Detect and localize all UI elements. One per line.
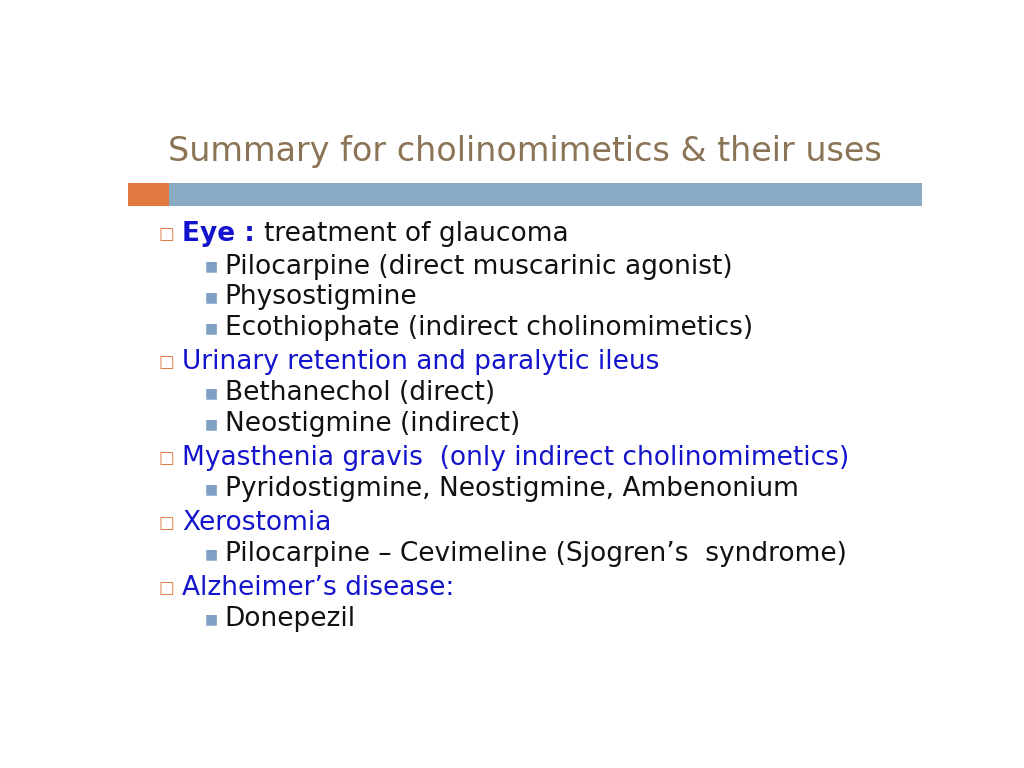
- Text: Physostigmine: Physostigmine: [225, 284, 418, 310]
- Text: Eye :: Eye :: [182, 221, 264, 247]
- Text: Bethanechol (direct): Bethanechol (direct): [225, 380, 495, 406]
- Text: ■: ■: [205, 547, 218, 561]
- Text: □: □: [159, 579, 174, 598]
- Text: Urinary retention and paralytic ileus: Urinary retention and paralytic ileus: [182, 349, 659, 376]
- Text: ■: ■: [205, 290, 218, 304]
- Text: Neostigmine (indirect): Neostigmine (indirect): [225, 411, 520, 437]
- Text: ■: ■: [205, 417, 218, 431]
- Text: treatment of glaucoma: treatment of glaucoma: [264, 221, 568, 247]
- Text: Donepezil: Donepezil: [225, 606, 356, 632]
- Text: Summary for cholinomimetics & their uses: Summary for cholinomimetics & their uses: [168, 135, 882, 167]
- Text: Pilocarpine (direct muscarinic agonist): Pilocarpine (direct muscarinic agonist): [225, 253, 732, 280]
- Text: Ecothiophate (indirect cholinomimetics): Ecothiophate (indirect cholinomimetics): [225, 315, 753, 341]
- Bar: [169, 183, 922, 207]
- Text: Pyridostigmine, Neostigmine, Ambenonium: Pyridostigmine, Neostigmine, Ambenonium: [225, 476, 799, 502]
- Text: □: □: [159, 449, 174, 467]
- Text: ■: ■: [205, 260, 218, 273]
- Text: Alzheimer’s disease:: Alzheimer’s disease:: [182, 575, 455, 601]
- Text: Xerostomia: Xerostomia: [182, 510, 332, 536]
- Bar: [128, 183, 169, 207]
- Text: Myasthenia gravis  (only indirect cholinomimetics): Myasthenia gravis (only indirect cholino…: [182, 445, 849, 472]
- Text: □: □: [159, 225, 174, 243]
- Text: Pilocarpine – Cevimeline (Sjogren’s  syndrome): Pilocarpine – Cevimeline (Sjogren’s synd…: [225, 541, 847, 567]
- Text: □: □: [159, 353, 174, 372]
- Text: ■: ■: [205, 386, 218, 400]
- Text: ■: ■: [205, 612, 218, 626]
- Text: □: □: [159, 515, 174, 532]
- Text: ■: ■: [205, 482, 218, 496]
- Text: ■: ■: [205, 321, 218, 335]
